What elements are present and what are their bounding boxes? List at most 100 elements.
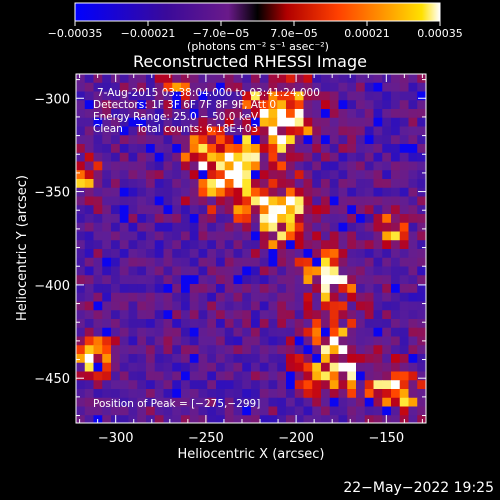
heatmap-cell (294, 161, 304, 171)
heatmap-cell (382, 257, 392, 267)
heatmap-cell (233, 327, 243, 337)
y-tick-label: −350 (34, 186, 70, 201)
heatmap-cell (391, 161, 401, 171)
heatmap-cell (93, 336, 103, 346)
heatmap-cell (364, 135, 374, 145)
colorbar-tick-label: 7.0e−05 (270, 27, 317, 40)
heatmap-cell (417, 319, 426, 329)
heatmap-cell (391, 187, 401, 197)
heatmap-cell (286, 345, 296, 355)
heatmap-cell (216, 327, 226, 337)
heatmap-cell (84, 415, 94, 423)
heatmap-cell (128, 301, 138, 311)
heatmap-cell (321, 310, 331, 320)
heatmap-cell (391, 109, 401, 119)
heatmap-cell (119, 82, 129, 92)
heatmap-cell (224, 135, 234, 145)
heatmap-cell (111, 187, 121, 197)
heatmap-cell (303, 389, 313, 399)
heatmap-cell (172, 292, 182, 302)
heatmap-cell (312, 161, 322, 171)
heatmap-cell (207, 152, 217, 162)
heatmap-cell (364, 222, 374, 232)
heatmap-cell (137, 275, 147, 285)
heatmap-cell (242, 82, 252, 92)
heatmap-cell (137, 117, 147, 127)
heatmap-cell (417, 126, 426, 136)
heatmap-cell (321, 135, 331, 145)
heatmap-cell (391, 249, 401, 259)
heatmap-cell (373, 249, 383, 259)
heatmap-cell (242, 179, 252, 189)
heatmap-cell (391, 336, 401, 346)
heatmap-cell (303, 249, 313, 259)
heatmap-cell (154, 170, 164, 180)
heatmap-cell (111, 196, 121, 206)
heatmap-cell (128, 82, 138, 92)
heatmap-cell (76, 266, 86, 276)
heatmap-cell (373, 415, 383, 423)
heatmap-cell (76, 249, 86, 259)
heatmap-cell (93, 284, 103, 294)
heatmap-cell (84, 82, 94, 92)
heatmap-cell (102, 240, 112, 250)
heatmap-cell (146, 310, 156, 320)
heatmap-cell (356, 170, 366, 180)
heatmap-cell (128, 284, 138, 294)
heatmap-cell (277, 319, 287, 329)
heatmap-cell (154, 275, 164, 285)
heatmap-cell (207, 196, 217, 206)
heatmap-cell (189, 222, 199, 232)
heatmap-cell (207, 109, 217, 119)
heatmap-cell (408, 257, 418, 267)
heatmap-cell (382, 292, 392, 302)
heatmap-cell (198, 109, 208, 119)
heatmap-cell (119, 205, 129, 215)
heatmap-cell (356, 319, 366, 329)
heatmap-cell (111, 266, 121, 276)
heatmap-cell (84, 389, 94, 399)
heatmap-cell (216, 100, 226, 110)
heatmap-cell (259, 205, 269, 215)
heatmap-cell (303, 336, 313, 346)
heatmap-cell (146, 362, 156, 372)
heatmap-cell (373, 310, 383, 320)
heatmap-cell (172, 380, 182, 390)
heatmap-cell (399, 144, 409, 154)
heatmap-cell (111, 205, 121, 215)
heatmap-cell (224, 389, 234, 399)
heatmap-cell (163, 74, 173, 84)
heatmap-cell (242, 222, 252, 232)
heatmap-cell (321, 100, 331, 110)
heatmap-cell (172, 109, 182, 119)
heatmap-cell (172, 371, 182, 381)
heatmap-cell (198, 249, 208, 259)
heatmap-cell (294, 292, 304, 302)
heatmap-cell (382, 240, 392, 250)
heatmap-cell (216, 292, 226, 302)
heatmap-cell (84, 406, 94, 416)
heatmap-cell (277, 292, 287, 302)
heatmap-cell (356, 406, 366, 416)
heatmap-cell (146, 257, 156, 267)
heatmap-cell (154, 397, 164, 407)
heatmap-cell (198, 144, 208, 154)
heatmap-cell (364, 109, 374, 119)
heatmap-cell (399, 371, 409, 381)
heatmap-cell (356, 144, 366, 154)
heatmap-cell (216, 257, 226, 267)
heatmap-cell (277, 74, 287, 84)
heatmap-cell (399, 292, 409, 302)
heatmap-cell (251, 222, 261, 232)
heatmap-cell (207, 362, 217, 372)
heatmap-cell (382, 91, 392, 101)
heatmap-cell (233, 336, 243, 346)
heatmap-cell (93, 327, 103, 337)
colorbar-ticks: −0.00035 −0.00021 −7.0e−05 7.0e−05 0.00021 0.… (48, 21, 463, 40)
heatmap-cell (76, 354, 86, 364)
heatmap-cell (181, 354, 191, 364)
heatmap-cell (329, 144, 339, 154)
heatmap-cell (242, 109, 252, 119)
heatmap-cell (172, 257, 182, 267)
heatmap-cell (154, 301, 164, 311)
